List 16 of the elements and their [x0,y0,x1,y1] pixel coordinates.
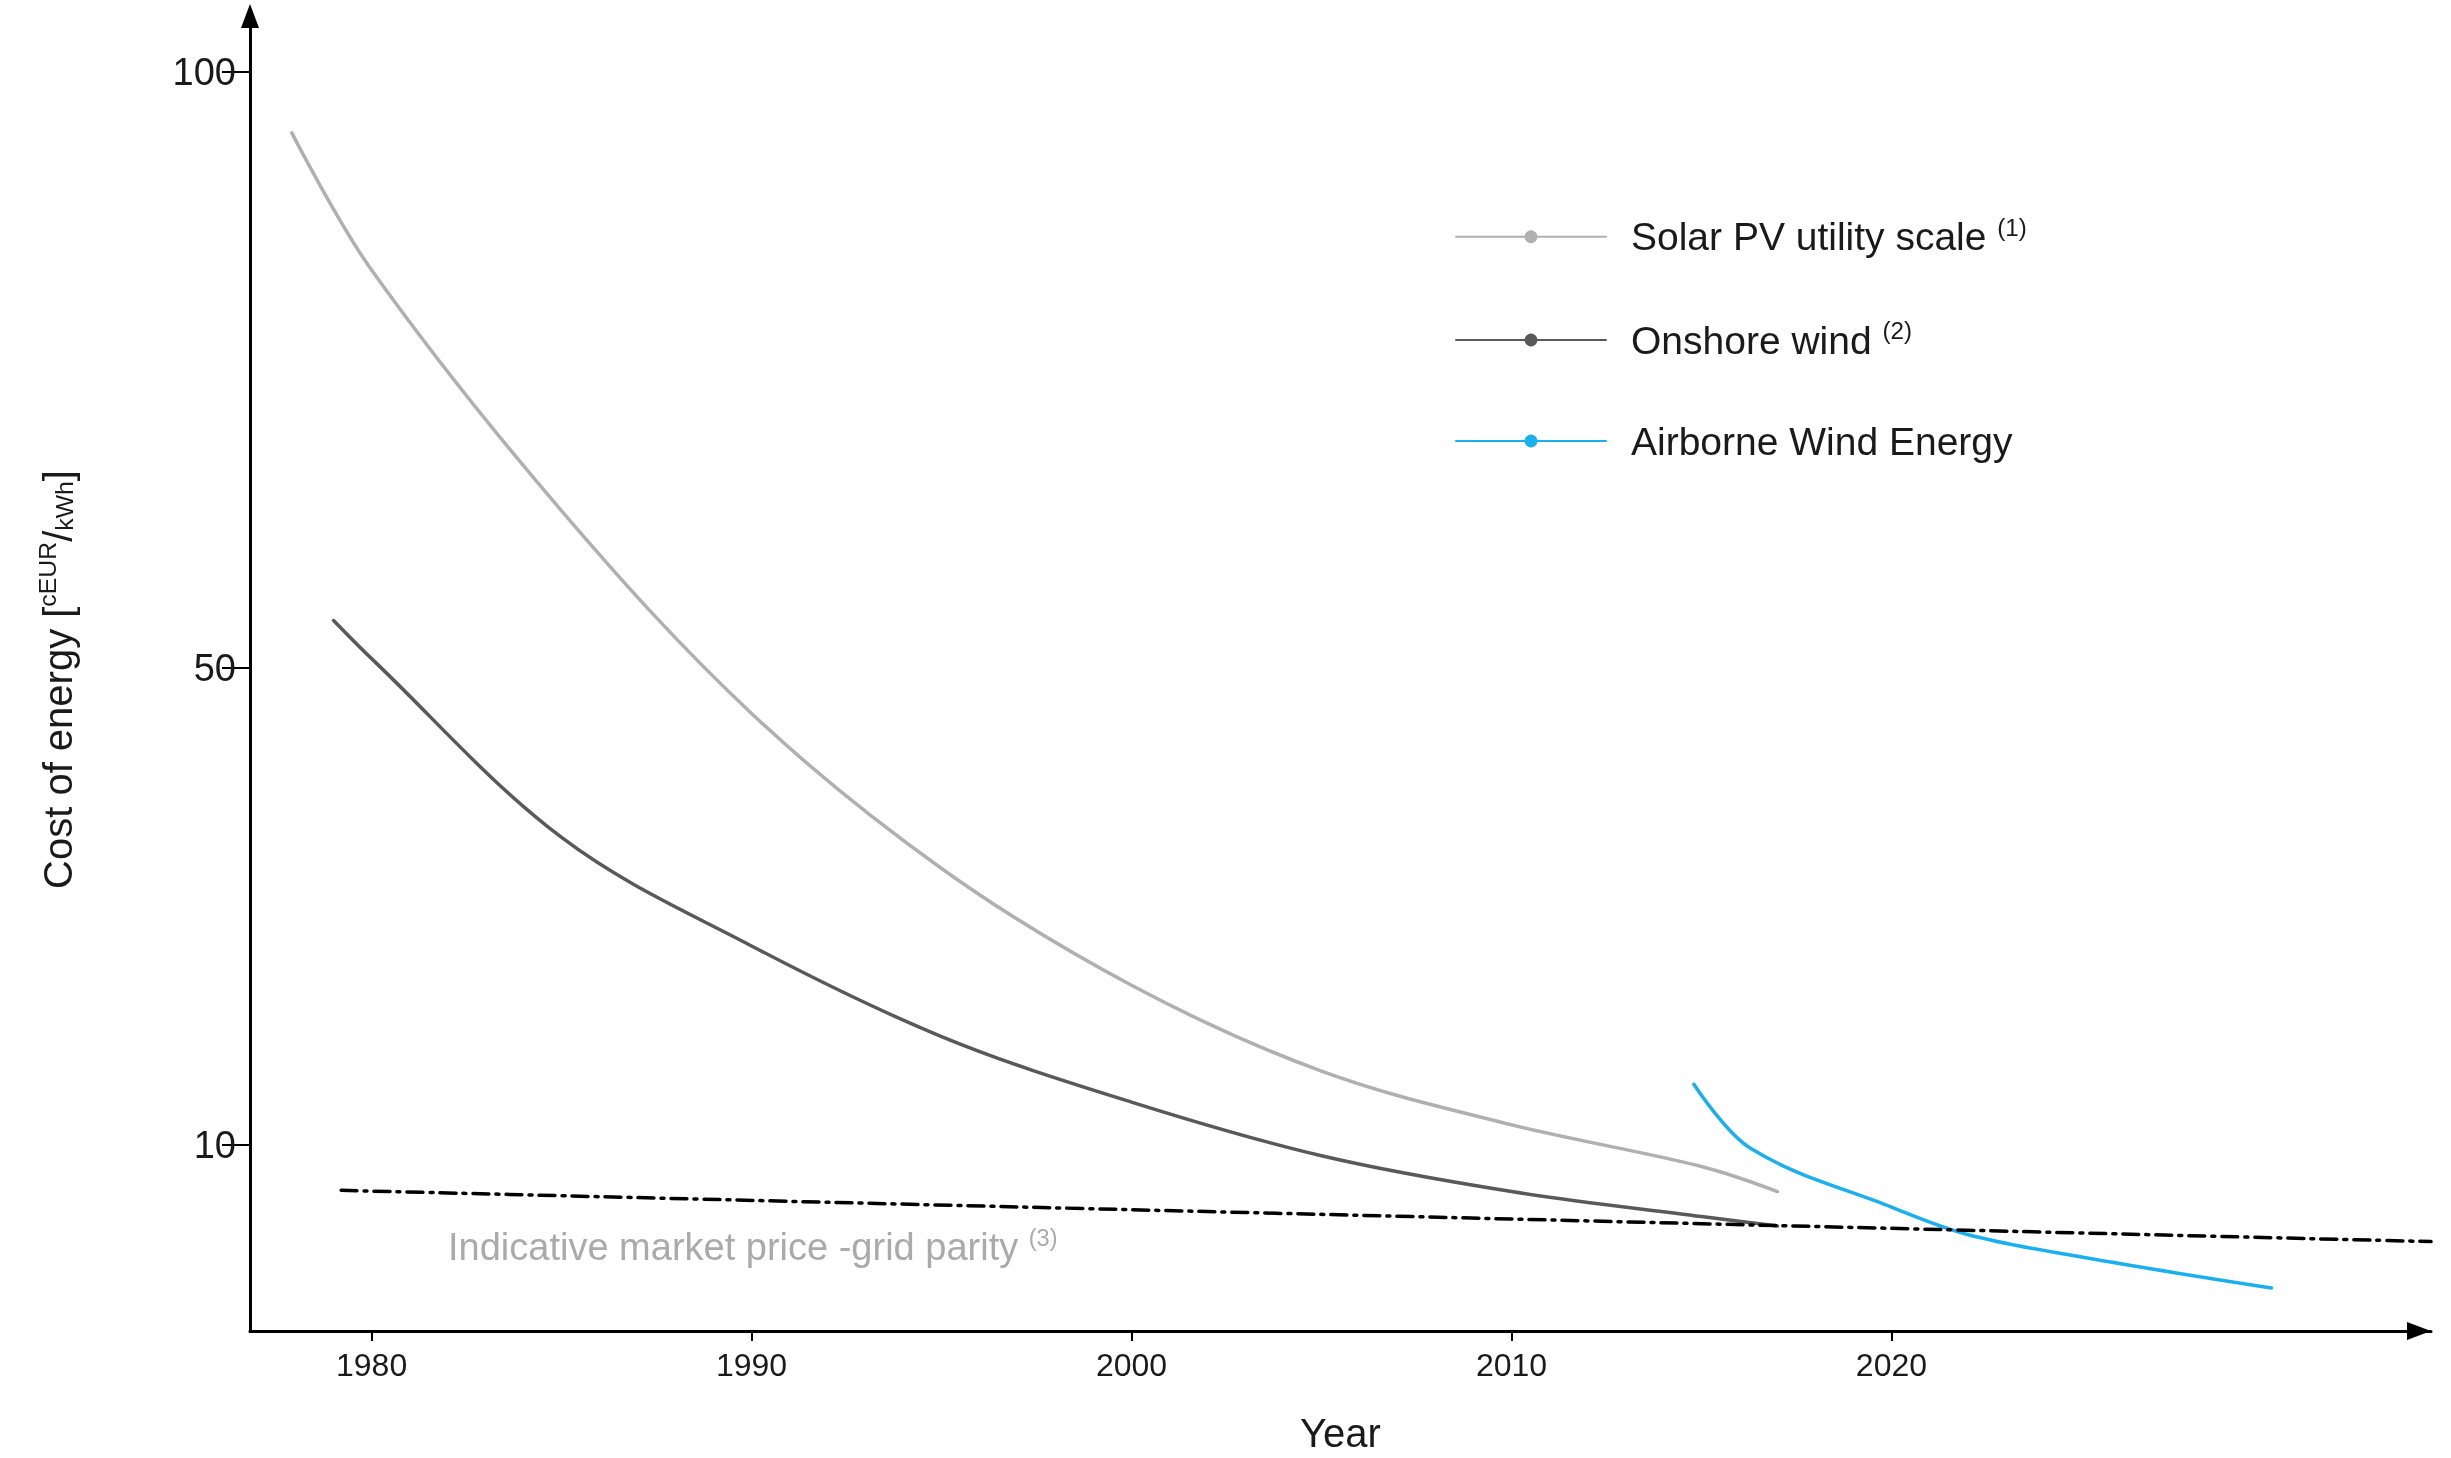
x-tick-label: 2010 [1475,1347,1548,1383]
legend-label: Solar PV utility scale (1) [1631,213,2027,259]
x-tick-label: 2000 [1095,1347,1168,1383]
annotation: Indicative market price -grid parity (3) [448,1224,1058,1268]
x-axis-title: Year [1300,1411,1381,1455]
y-tick-label: 50 [193,647,236,690]
x-tick-label: 1980 [336,1347,408,1383]
line-series [331,618,1780,1228]
legend-label: Airborne Wind Energy [1631,419,2014,463]
x-tick-label: 2020 [1855,1347,1928,1383]
y-tick-label: 10 [193,1124,236,1167]
y-axis-title: Cost of energy [cEUR/kWh] [34,470,80,889]
legend-label: Onshore wind (2) [1631,316,1913,362]
line-series [1692,1082,2274,1290]
x-tick-label: 1990 [715,1347,788,1383]
y-tick-label: 100 [172,51,236,94]
